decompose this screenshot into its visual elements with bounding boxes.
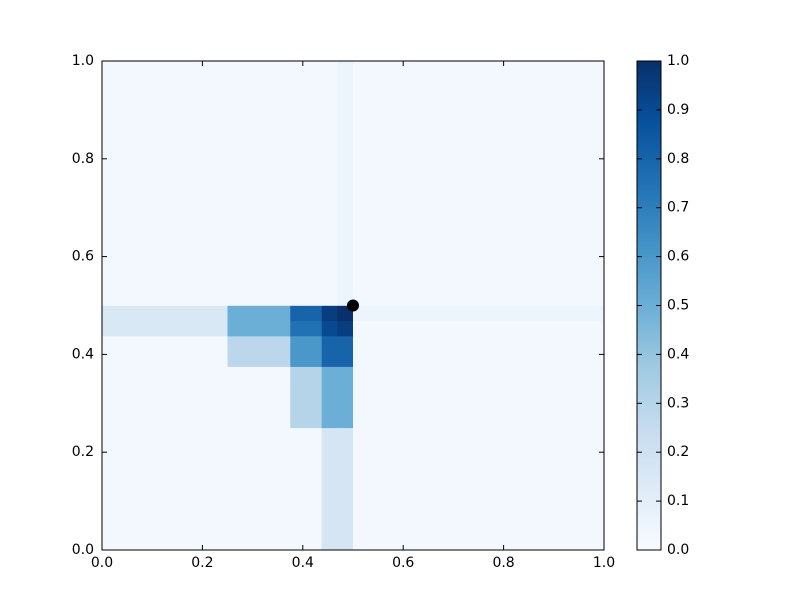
- heatmap-cell: [321, 427, 338, 551]
- heatmap-cell: [353, 61, 605, 306]
- heatmap-cell: [321, 320, 338, 337]
- colorbar-tick-label: 0.1: [667, 493, 689, 509]
- heatmap-cell: [337, 336, 354, 367]
- colorbar-tick-label: 0.4: [667, 346, 689, 362]
- heatmap-cell: [353, 336, 605, 367]
- colorbar-tick-label: 0.6: [667, 249, 689, 265]
- heatmap-cell: [102, 320, 228, 337]
- heatmap-cell: [353, 366, 605, 429]
- heatmap-cell: [227, 305, 291, 322]
- x-tick-label: 1.0: [593, 555, 615, 571]
- heatmap-cell: [290, 427, 322, 551]
- colorbar-tick-label: 0.0: [667, 542, 689, 558]
- heatmap-cell: [290, 305, 322, 322]
- point-marker: [347, 299, 359, 312]
- colorbar-tick-label: 0.9: [667, 102, 689, 118]
- heatmap-cell: [321, 366, 338, 429]
- heatmap-cell: [290, 366, 322, 429]
- heatmap-cell: [290, 61, 322, 306]
- heatmap-cell: [353, 305, 605, 322]
- y-tick-label: 0.0: [72, 542, 94, 558]
- colorbar-tick-label: 0.3: [667, 395, 689, 411]
- heatmap-cell: [227, 366, 291, 429]
- y-tick-label: 0.2: [72, 444, 94, 460]
- x-tick-label: 0.6: [392, 555, 414, 571]
- heatmap-cell: [290, 336, 322, 367]
- colorbar-tick-label: 1.0: [667, 53, 689, 69]
- heatmap-cell: [290, 320, 322, 337]
- y-tick-label: 0.4: [72, 346, 94, 362]
- x-tick-label: 0.4: [292, 555, 314, 571]
- heatmap-cell: [337, 320, 354, 337]
- colorbar-tick-label: 0.2: [667, 444, 689, 460]
- heatmap-cell: [353, 320, 605, 337]
- heatmap-cell: [337, 61, 354, 306]
- heatmap-cell: [102, 427, 228, 551]
- colorbar-tick-label: 0.7: [667, 200, 689, 216]
- heatmap-cell: [321, 336, 338, 367]
- colorbar-tick-label: 0.5: [667, 298, 689, 314]
- heatmap-cell: [102, 61, 228, 306]
- heatmap-cell: [227, 320, 291, 337]
- heatmap-cell: [227, 336, 291, 367]
- heatmap-cell: [102, 366, 228, 429]
- heatmap-cell: [337, 427, 354, 551]
- y-tick-label: 1.0: [72, 53, 94, 69]
- heatmap-cell: [102, 305, 228, 322]
- x-tick-label: 0.8: [492, 555, 514, 571]
- y-tick-label: 0.8: [72, 151, 94, 167]
- plot-frame: [101, 60, 605, 551]
- heatmap-cell: [227, 61, 291, 306]
- x-tick-label: 0.2: [191, 555, 213, 571]
- heatmap-cell: [102, 336, 228, 367]
- heatmap-cell: [227, 427, 291, 551]
- heatmap-cell: [337, 366, 354, 429]
- heatmap-cell: [321, 305, 338, 322]
- heatmap-cell: [353, 427, 605, 551]
- y-tick-label: 0.6: [72, 249, 94, 265]
- heatmap-cell: [321, 61, 338, 306]
- colorbar-tick-label: 0.8: [667, 151, 689, 167]
- x-tick-label: 0.0: [91, 555, 113, 571]
